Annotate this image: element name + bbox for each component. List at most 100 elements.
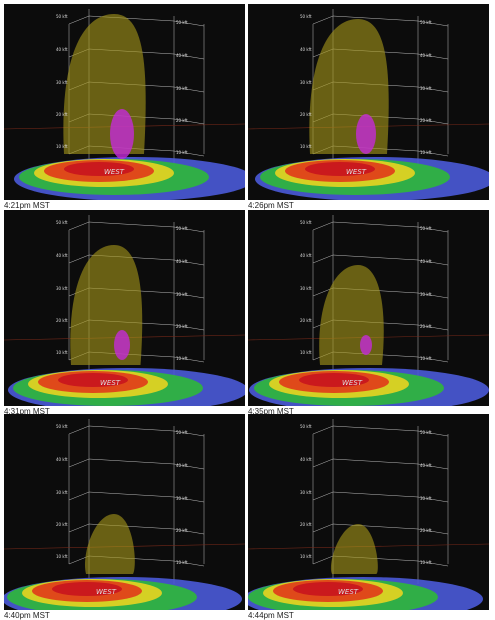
altitude-label: 10 kft — [56, 554, 68, 559]
altitude-label: 20 kft — [420, 118, 432, 123]
altitude-label: 10 kft — [300, 144, 312, 149]
level-line — [312, 555, 334, 565]
level-line — [332, 254, 419, 261]
place-label: WEST — [338, 588, 359, 596]
echo-plume — [309, 19, 389, 154]
radar-render: 50 kft 50 kft 40 kft 40 kft 30 kft 30 kft 20 k… — [248, 215, 489, 406]
level-line — [68, 458, 90, 468]
altitude-label: 20 kft — [300, 112, 312, 117]
level-line — [332, 221, 419, 228]
reflectivity-area — [305, 162, 375, 176]
altitude-label: 10 kft — [56, 350, 68, 355]
level-line — [68, 15, 90, 25]
altitude-label: 10 kft — [56, 144, 68, 149]
level-line — [173, 324, 205, 331]
level-line — [417, 86, 449, 93]
level-line — [312, 254, 334, 264]
level-line — [417, 528, 449, 535]
caption: 4:40pm MST — [4, 611, 50, 620]
altitude-label: 10 kft — [300, 350, 312, 355]
level-line — [312, 221, 334, 231]
altitude-label: 20 kft — [176, 528, 188, 533]
altitude-label: 30 kft — [300, 286, 312, 291]
altitude-label: 40 kft — [420, 463, 432, 468]
level-line — [173, 356, 205, 363]
altitude-label: 20 kft — [300, 522, 312, 527]
radar-render: 50 kft 50 kft 40 kft 40 kft 30 kft 30 kft 20 k… — [4, 419, 245, 610]
level-line — [173, 430, 205, 437]
altitude-label: 50 kft — [300, 424, 312, 429]
altitude-label: 50 kft — [176, 20, 188, 25]
reflectivity-area — [58, 373, 128, 387]
level-line — [173, 259, 205, 266]
level-line — [173, 292, 205, 299]
altitude-label: 40 kft — [300, 457, 312, 462]
altitude-label: 30 kft — [420, 292, 432, 297]
altitude-label: 50 kft — [300, 220, 312, 225]
altitude-label: 30 kft — [56, 490, 68, 495]
level-line — [88, 458, 175, 465]
level-line — [173, 463, 205, 470]
caption: 4:44pm MST — [248, 611, 294, 620]
caption: 4:21pm MST — [4, 201, 50, 210]
level-line — [417, 430, 449, 437]
level-line — [173, 496, 205, 503]
altitude-label: 10 kft — [176, 356, 188, 361]
reflectivity-area — [293, 582, 363, 596]
level-line — [68, 221, 90, 231]
level-line — [68, 254, 90, 264]
level-line — [417, 259, 449, 266]
altitude-label: 40 kft — [56, 253, 68, 258]
reflectivity-area — [64, 162, 134, 176]
echo-plume — [84, 514, 135, 574]
altitude-label: 40 kft — [300, 47, 312, 52]
level-line — [173, 150, 205, 157]
level-line — [88, 221, 175, 228]
level-line — [417, 356, 449, 363]
altitude-label: 10 kft — [176, 150, 188, 155]
radar-render: 50 kft 50 kft 40 kft 40 kft 30 kft 30 kft 20 k… — [4, 9, 245, 200]
level-line — [88, 425, 175, 432]
level-line — [332, 425, 419, 432]
level-line — [68, 425, 90, 435]
altitude-label: 40 kft — [56, 457, 68, 462]
altitude-label: 50 kft — [176, 430, 188, 435]
radar-image: 50 kft 50 kft 40 kft 40 kft 30 kft 30 kft 20 k… — [4, 4, 245, 200]
altitude-label: 50 kft — [420, 226, 432, 231]
level-line — [332, 523, 419, 530]
altitude-label: 20 kft — [176, 324, 188, 329]
level-line — [417, 560, 449, 567]
level-line — [312, 458, 334, 468]
radar-image: 50 kft 50 kft 40 kft 40 kft 30 kft 30 kft 20 k… — [4, 210, 245, 406]
echo-plume — [70, 245, 143, 365]
level-line — [312, 15, 334, 25]
core — [356, 114, 376, 154]
level-line — [173, 528, 205, 535]
place-label: WEST — [342, 379, 363, 387]
echo-plume — [330, 524, 378, 574]
place-label: WEST — [96, 588, 117, 596]
level-line — [417, 20, 449, 27]
level-line — [417, 292, 449, 299]
radar-image: 50 kft 50 kft 40 kft 40 kft 30 kft 30 kft 20 k… — [4, 414, 245, 610]
level-line — [332, 458, 419, 465]
radar-render: 50 kft 50 kft 40 kft 40 kft 30 kft 30 kft 20 k… — [248, 9, 489, 200]
altitude-label: 20 kft — [420, 528, 432, 533]
place-label: WEST — [346, 168, 367, 176]
radar-image: 50 kft 50 kft 40 kft 40 kft 30 kft 30 kft 20 k… — [248, 210, 489, 406]
place-label: WEST — [100, 379, 121, 387]
level-line — [417, 53, 449, 60]
altitude-label: 10 kft — [420, 150, 432, 155]
altitude-label: 10 kft — [420, 356, 432, 361]
level-line — [173, 226, 205, 233]
altitude-label: 40 kft — [300, 253, 312, 258]
altitude-label: 50 kft — [420, 430, 432, 435]
reflectivity-area — [52, 582, 122, 596]
level-line — [173, 20, 205, 27]
altitude-label: 20 kft — [56, 318, 68, 323]
altitude-label: 50 kft — [420, 20, 432, 25]
altitude-label: 50 kft — [56, 424, 68, 429]
radar-render: 50 kft 50 kft 40 kft 40 kft 30 kft 30 kft 20 k… — [4, 215, 245, 406]
level-line — [332, 491, 419, 498]
